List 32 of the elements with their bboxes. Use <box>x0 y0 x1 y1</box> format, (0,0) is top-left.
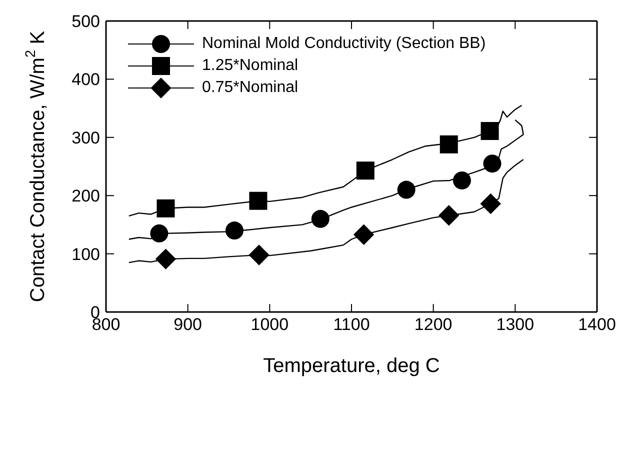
x-tick-label: 1000 <box>250 315 289 334</box>
point <box>397 180 416 199</box>
y-tick-label: 300 <box>72 128 100 148</box>
point <box>356 162 374 180</box>
y-tick-label: 500 <box>72 12 100 32</box>
legend-label: 0.75*Nominal <box>202 79 298 97</box>
point <box>353 224 374 245</box>
point <box>480 193 501 214</box>
legend-label: Nominal Mold Conductivity (Section BB) <box>202 35 486 53</box>
point <box>440 135 458 154</box>
x-tick-label: 1400 <box>578 315 616 334</box>
point <box>156 199 175 218</box>
point <box>249 192 268 210</box>
legend-label: 1.25*Nominal <box>202 57 298 75</box>
point <box>248 244 270 266</box>
line-series <box>128 104 522 217</box>
point <box>155 248 176 270</box>
point <box>480 122 499 140</box>
x-tick-label: 1200 <box>414 315 452 334</box>
y-tick-label: 400 <box>72 70 100 90</box>
y-tick-label: 100 <box>72 244 100 264</box>
point <box>438 205 460 226</box>
y-tick-label: 200 <box>72 186 100 206</box>
x-axis-title: Temperature, deg C <box>263 355 440 377</box>
point <box>452 171 471 190</box>
point <box>225 222 244 240</box>
point <box>311 210 330 228</box>
x-tick-label: 900 <box>174 315 202 334</box>
point <box>150 224 168 242</box>
x-tick-label: 1100 <box>333 315 370 334</box>
point <box>483 154 502 173</box>
x-tick-label: 1300 <box>496 315 534 334</box>
